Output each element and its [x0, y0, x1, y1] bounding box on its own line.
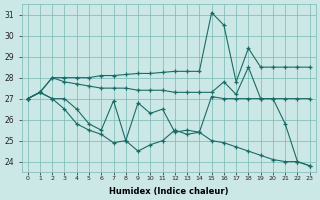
X-axis label: Humidex (Indice chaleur): Humidex (Indice chaleur) [109, 187, 228, 196]
